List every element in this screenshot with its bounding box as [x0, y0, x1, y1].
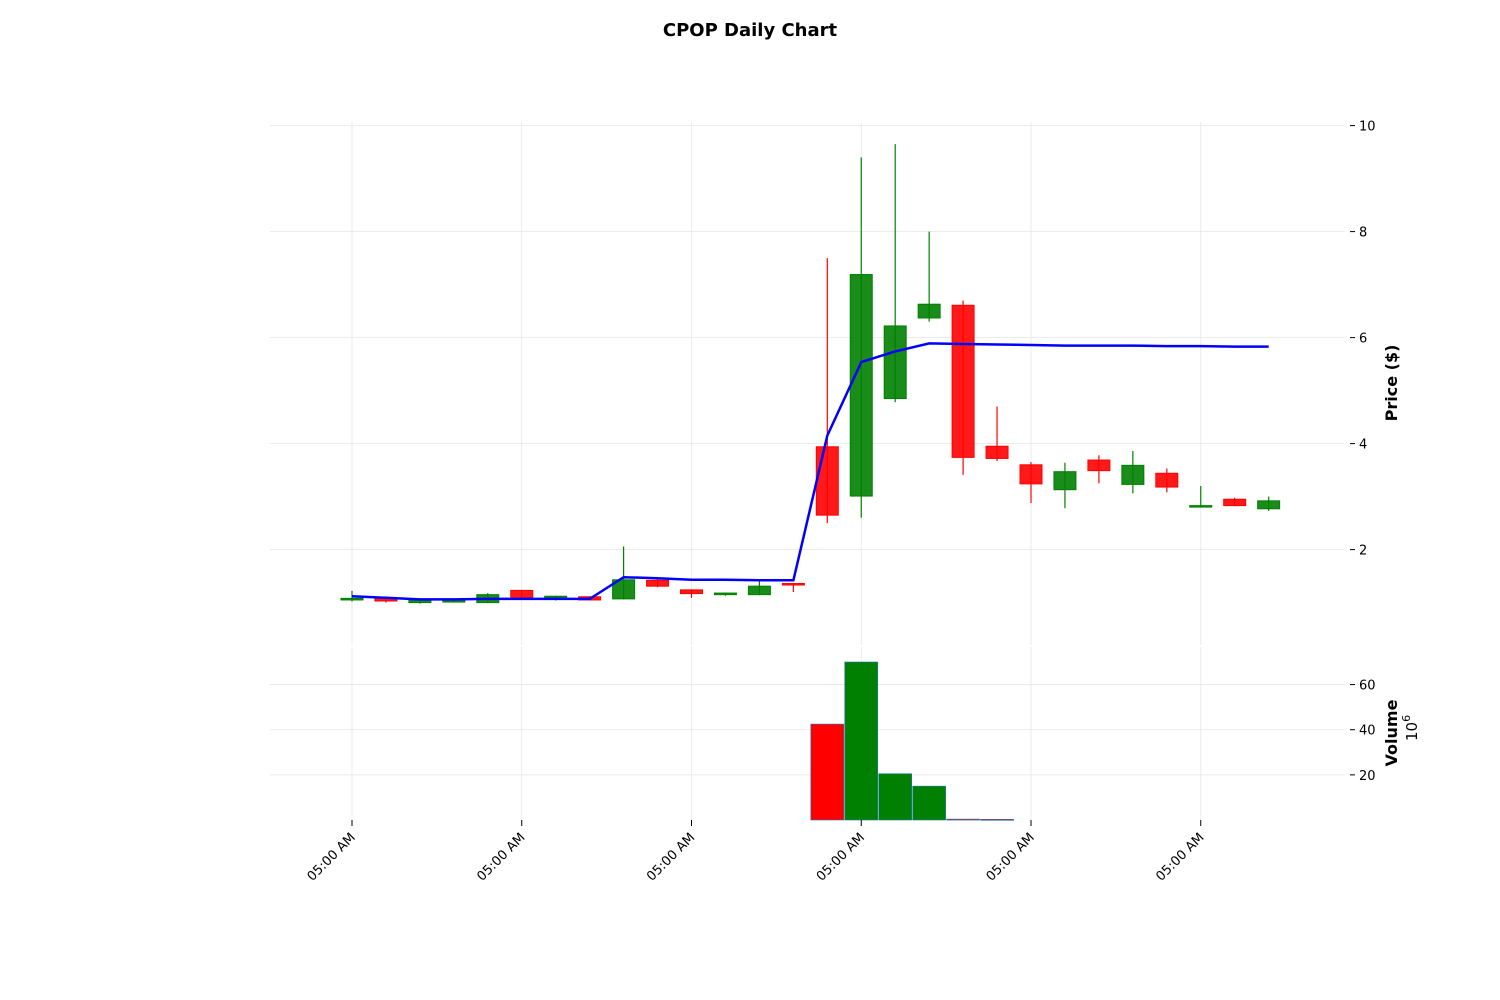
volume-bar [946, 818, 980, 821]
volume-scale-exponent: 6 [1400, 715, 1413, 722]
candle [883, 144, 907, 403]
volume-gridlines [270, 647, 1345, 820]
volume-bar [844, 661, 879, 821]
candle [1087, 455, 1111, 484]
volume-tick-label: 60 [1359, 679, 1376, 694]
price-tick-label: 2 [1359, 544, 1367, 559]
x-tick-label: 05:00 AM [984, 830, 1038, 884]
candle [1019, 462, 1043, 503]
candle-body [1223, 498, 1247, 507]
volume-scale-label: 106 [1400, 715, 1421, 741]
candle-body [713, 592, 737, 596]
candle-body [985, 445, 1009, 459]
candle-body [680, 589, 703, 595]
price-tick-label: 4 [1359, 438, 1367, 453]
volume-tick-label: 20 [1359, 769, 1376, 784]
candle-body [849, 274, 873, 497]
volume-bars [810, 661, 1014, 821]
candle [917, 231, 941, 322]
candle [646, 578, 670, 588]
x-tick-label: 05:00 AM [305, 830, 359, 884]
volume-bar [980, 819, 1014, 821]
candle-body [951, 304, 975, 458]
candle [1257, 496, 1281, 511]
candle [781, 583, 805, 592]
price-y-axis: 2 4 6 8 10 [1350, 120, 1376, 559]
candle [1121, 451, 1145, 494]
x-tick-label: 05:00 AM [644, 830, 698, 884]
candle [1155, 468, 1179, 493]
price-gridlines [270, 122, 1345, 645]
candle-body [781, 583, 805, 586]
x-axis: 05:00 AM 05:00 AM 05:00 AM 05:00 AM 05:00 AM… [305, 820, 1208, 884]
price-tick-label: 6 [1359, 332, 1367, 347]
volume-bar [878, 773, 913, 821]
candle [713, 592, 737, 596]
x-tick-label: 05:00 AM [1153, 830, 1207, 884]
candle [951, 300, 975, 475]
candle-body [340, 597, 364, 601]
candle-body [1121, 464, 1145, 485]
volume-axis-label: Volume [1382, 699, 1401, 766]
candle-body [747, 585, 771, 596]
volume-y-axis: 20 40 60 [1350, 679, 1376, 784]
price-tick-label: 8 [1359, 226, 1367, 241]
candle-body [917, 303, 941, 319]
candle [849, 157, 873, 518]
price-tick-label: 10 [1359, 120, 1376, 135]
price-panel: 2 4 6 8 10 Price ($) [270, 120, 1401, 645]
candlesticks [340, 144, 1281, 604]
candle-body [815, 446, 839, 516]
candle-body [883, 325, 907, 400]
candle-body [1087, 459, 1111, 472]
candle-body [1019, 464, 1043, 485]
candle-body [612, 579, 636, 600]
x-tick-label: 05:00 AM [814, 830, 868, 884]
candle-body [1189, 505, 1213, 508]
candle [815, 258, 839, 524]
average-price-line [351, 342, 1269, 601]
volume-bar [912, 785, 946, 821]
x-tick-label: 05:00 AM [474, 830, 528, 884]
candle [680, 589, 703, 598]
candle [1053, 462, 1077, 509]
candle-body [646, 579, 670, 587]
candle [747, 579, 771, 596]
candle-body [1155, 472, 1179, 488]
candle [985, 406, 1009, 462]
svg-text:106: 106 [1400, 715, 1421, 741]
volume-tick-label: 40 [1359, 724, 1376, 739]
candle [1189, 486, 1213, 508]
candle [1223, 497, 1247, 507]
volume-bar [810, 723, 845, 821]
candle-body [1257, 500, 1281, 510]
chart-title: CPOP Daily Chart [663, 20, 838, 41]
volume-panel: 20 40 60 Volume 106 [270, 647, 1421, 821]
volume-scale-base: 10 [1403, 722, 1421, 741]
candle [612, 546, 636, 600]
price-axis-label: Price ($) [1382, 345, 1401, 422]
candle-body [1053, 471, 1077, 491]
